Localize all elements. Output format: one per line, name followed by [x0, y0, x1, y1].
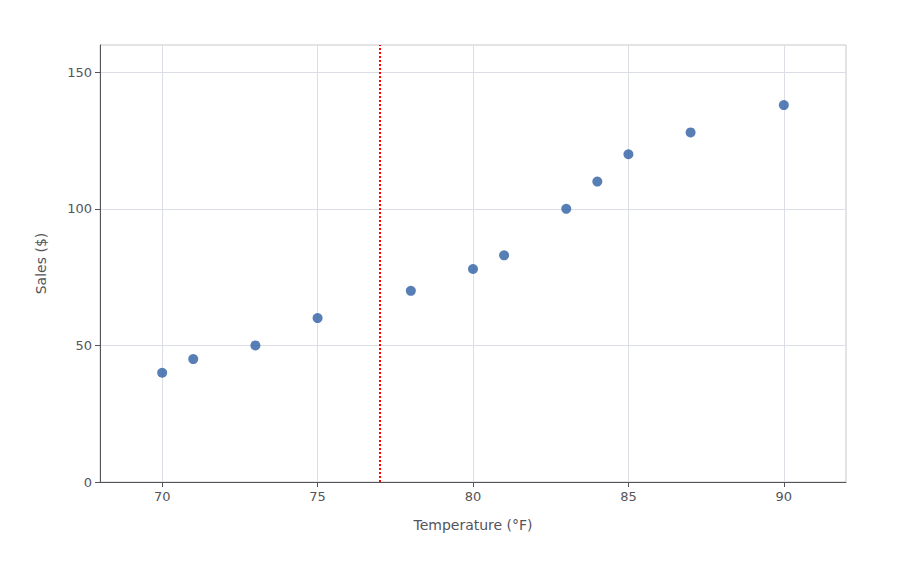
- svg-text:80: 80: [465, 489, 482, 504]
- svg-text:70: 70: [154, 489, 171, 504]
- svg-text:85: 85: [620, 489, 637, 504]
- svg-text:90: 90: [776, 489, 793, 504]
- svg-text:0: 0: [84, 475, 92, 490]
- svg-text:75: 75: [309, 489, 326, 504]
- svg-text:Sales ($): Sales ($): [33, 233, 49, 295]
- svg-text:100: 100: [67, 201, 92, 216]
- svg-text:150: 150: [67, 65, 92, 80]
- svg-text:50: 50: [75, 338, 92, 353]
- svg-text:Temperature (°F): Temperature (°F): [412, 517, 532, 533]
